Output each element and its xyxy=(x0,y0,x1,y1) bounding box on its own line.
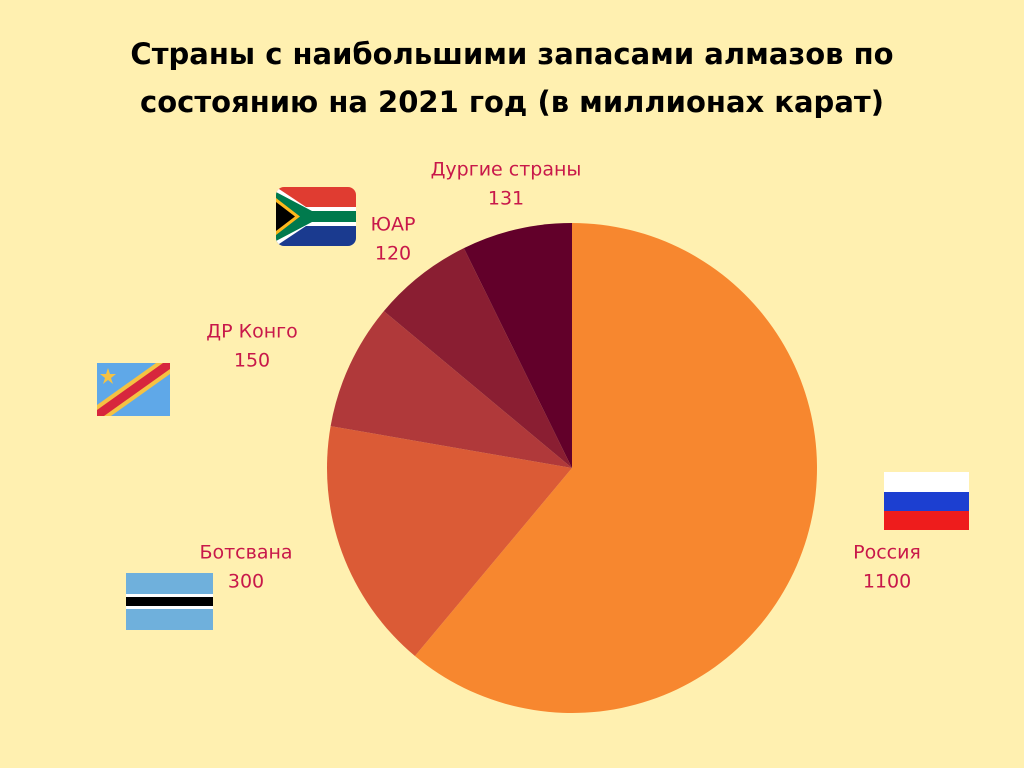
flag-dr-congo xyxy=(97,363,170,416)
flag-south-africa xyxy=(276,187,356,246)
slice-value: 150 xyxy=(234,350,270,372)
flag-botswana xyxy=(126,573,213,630)
pie-slice xyxy=(463,223,572,468)
slice-value: 300 xyxy=(228,571,264,593)
chart-title: Страны с наибольшими запасами алмазов по… xyxy=(130,37,894,119)
pie-slice xyxy=(330,311,572,468)
slice-value: 1100 xyxy=(863,571,911,593)
slice-label: ДР Конго xyxy=(206,321,297,343)
slice-label: Россия xyxy=(853,542,921,564)
pie-slice xyxy=(414,223,817,713)
pie-slice xyxy=(383,248,572,468)
slice-value: 120 xyxy=(375,243,411,265)
slice-value: 131 xyxy=(488,188,524,210)
slice-label: Дургие страны xyxy=(431,159,582,181)
slice-label: Ботсвана xyxy=(199,542,292,564)
flag-russia xyxy=(884,472,969,530)
slice-label: ЮАР xyxy=(371,214,416,236)
pie-slice xyxy=(327,426,572,657)
